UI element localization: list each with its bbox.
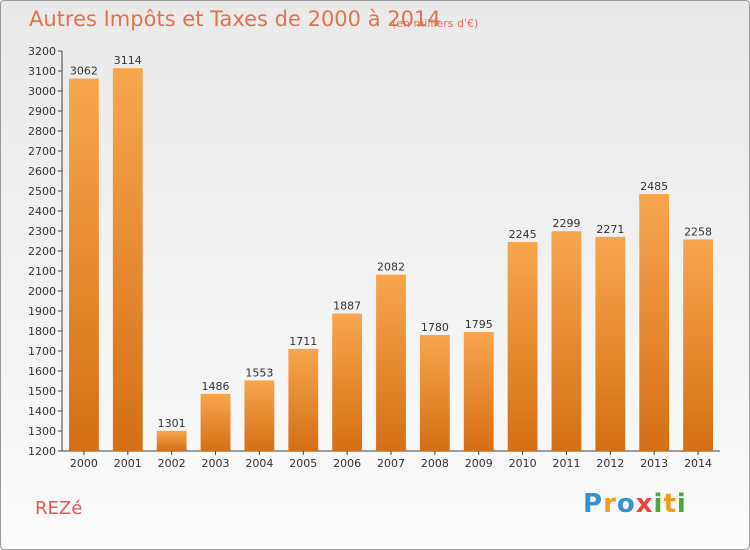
x-tick-label: 2007 xyxy=(377,457,405,470)
logo-letter: P xyxy=(583,489,604,519)
x-tick-label: 2013 xyxy=(640,457,668,470)
bar xyxy=(200,393,231,451)
y-tick-label: 1500 xyxy=(28,385,56,398)
bar xyxy=(639,194,670,451)
bar-value-label: 2245 xyxy=(509,228,537,241)
bar-value-label: 2271 xyxy=(596,223,624,236)
bar-value-label: 3114 xyxy=(114,54,142,67)
y-tick-label: 2100 xyxy=(28,265,56,278)
bar-value-label: 1780 xyxy=(421,321,449,334)
bar xyxy=(463,332,494,451)
bar-value-label: 1711 xyxy=(289,335,317,348)
bar xyxy=(156,430,187,451)
logo-letter: o xyxy=(616,489,636,519)
y-tick-label: 1400 xyxy=(28,405,56,418)
y-tick-label: 1300 xyxy=(28,425,56,438)
y-tick-label: 1200 xyxy=(28,445,56,458)
bar xyxy=(288,348,319,451)
x-tick-label: 2012 xyxy=(596,457,624,470)
logo-letter: i xyxy=(676,489,687,519)
bar-value-label: 1795 xyxy=(465,318,493,331)
bar-value-label: 3062 xyxy=(70,65,98,78)
y-tick-label: 2200 xyxy=(28,245,56,258)
y-tick-label: 1700 xyxy=(28,345,56,358)
y-tick-label: 2500 xyxy=(28,185,56,198)
bar xyxy=(112,68,143,451)
logo-letter: i xyxy=(653,489,664,519)
bar-value-label: 1553 xyxy=(245,366,273,379)
bar xyxy=(376,274,406,451)
x-tick-label: 2001 xyxy=(114,457,142,470)
x-tick-label: 2004 xyxy=(245,457,273,470)
commune-name: REZé xyxy=(35,498,83,519)
proxiti-logo[interactable]: Proxiti xyxy=(583,489,687,519)
bar-value-label: 2299 xyxy=(552,217,580,230)
y-tick-label: 2900 xyxy=(28,105,56,118)
bar-value-label: 2258 xyxy=(684,225,712,238)
bar xyxy=(244,380,275,451)
bar-value-label: 1301 xyxy=(158,417,186,430)
y-tick-label: 2700 xyxy=(28,145,56,158)
y-tick-label: 2600 xyxy=(28,165,56,178)
x-tick-label: 2008 xyxy=(421,457,449,470)
y-tick-label: 2800 xyxy=(28,125,56,138)
x-tick-label: 2002 xyxy=(158,457,186,470)
bar xyxy=(551,231,582,451)
y-tick-label: 3000 xyxy=(28,85,56,98)
x-tick-label: 2014 xyxy=(684,457,712,470)
bar xyxy=(595,236,626,451)
bar xyxy=(419,335,450,451)
bar-value-label: 2485 xyxy=(640,180,668,193)
bar xyxy=(683,239,713,451)
y-tick-label: 1600 xyxy=(28,365,56,378)
y-tick-label: 1900 xyxy=(28,305,56,318)
bar xyxy=(69,78,99,451)
bar-value-label: 2082 xyxy=(377,261,405,274)
bar-value-label: 1486 xyxy=(202,380,230,393)
x-tick-label: 2010 xyxy=(509,457,537,470)
y-tick-label: 2000 xyxy=(28,285,56,298)
bar-value-label: 1887 xyxy=(333,300,361,313)
y-tick-label: 3200 xyxy=(28,45,56,58)
x-tick-label: 2000 xyxy=(70,457,98,470)
chart-title: Autres Impôts et Taxes de 2000 à 2014 xyxy=(29,7,441,31)
x-tick-label: 2003 xyxy=(202,457,230,470)
y-tick-label: 2300 xyxy=(28,225,56,238)
y-tick-label: 2400 xyxy=(28,205,56,218)
y-tick-label: 3100 xyxy=(28,65,56,78)
bar xyxy=(332,313,363,451)
x-tick-label: 2005 xyxy=(289,457,317,470)
x-tick-label: 2009 xyxy=(465,457,493,470)
logo-letter: r xyxy=(603,489,617,519)
y-tick-label: 1800 xyxy=(28,325,56,338)
chart-subtitle: (en milliers d'€) xyxy=(392,17,479,30)
logo-letter: t xyxy=(663,489,677,519)
logo-letter: x xyxy=(635,489,654,519)
x-tick-label: 2006 xyxy=(333,457,361,470)
x-tick-label: 2011 xyxy=(552,457,580,470)
bar xyxy=(507,242,538,451)
